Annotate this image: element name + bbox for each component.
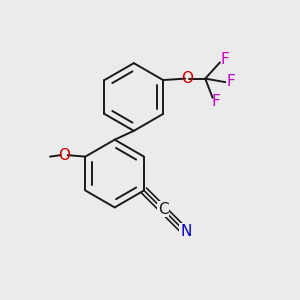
Text: F: F (226, 74, 235, 89)
Text: O: O (58, 148, 70, 163)
Text: O: O (181, 71, 193, 86)
Text: F: F (220, 52, 229, 67)
Text: F: F (212, 94, 220, 110)
Text: N: N (180, 224, 191, 239)
Text: C: C (158, 202, 169, 217)
